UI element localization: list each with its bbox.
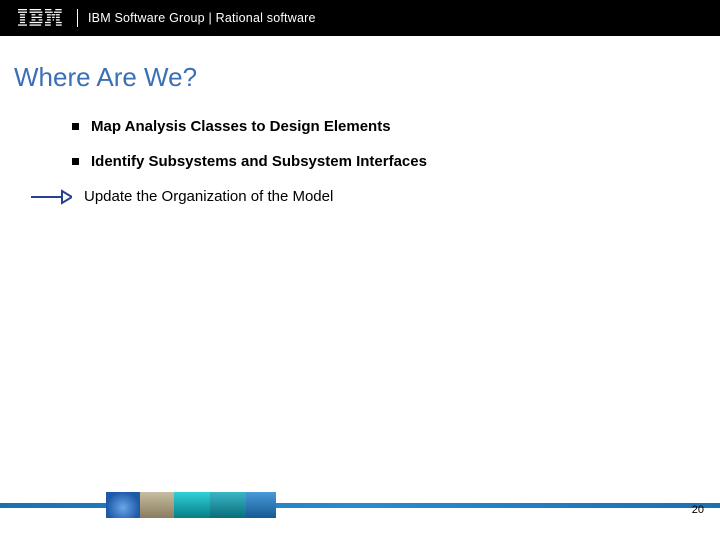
bullet-marker: [72, 158, 79, 165]
bullet-text: Map Analysis Classes to Design Elements: [91, 118, 391, 135]
bullet-list: Map Analysis Classes to Design Elements …: [72, 118, 632, 223]
footer-graphic-tile: [140, 492, 174, 518]
header-text: IBM Software Group | Rational software: [88, 11, 316, 25]
bullet-item: Map Analysis Classes to Design Elements: [72, 118, 632, 135]
footer-graphic-strip: [106, 492, 276, 518]
bullet-marker: [72, 123, 79, 130]
footer-graphic-tile: [246, 492, 276, 518]
footer: 20: [0, 496, 720, 526]
bullet-text: Identify Subsystems and Subsystem Interf…: [91, 153, 427, 170]
footer-graphic-tile: [174, 492, 210, 518]
slide: IBM Software Group | Rational software W…: [0, 0, 720, 540]
bullet-item-current: Update the Organization of the Model: [72, 188, 632, 205]
bullet-text: Update the Organization of the Model: [84, 188, 333, 205]
arrow-icon: [30, 189, 72, 205]
slide-title: Where Are We?: [14, 62, 197, 93]
footer-graphic-tile: [210, 492, 246, 518]
page-number: 20: [692, 504, 704, 516]
header-bar: IBM Software Group | Rational software: [0, 0, 720, 36]
footer-graphic-tile: [106, 492, 140, 518]
ibm-logo: [18, 8, 63, 28]
bullet-item: Identify Subsystems and Subsystem Interf…: [72, 153, 632, 170]
header-divider: [77, 9, 78, 27]
